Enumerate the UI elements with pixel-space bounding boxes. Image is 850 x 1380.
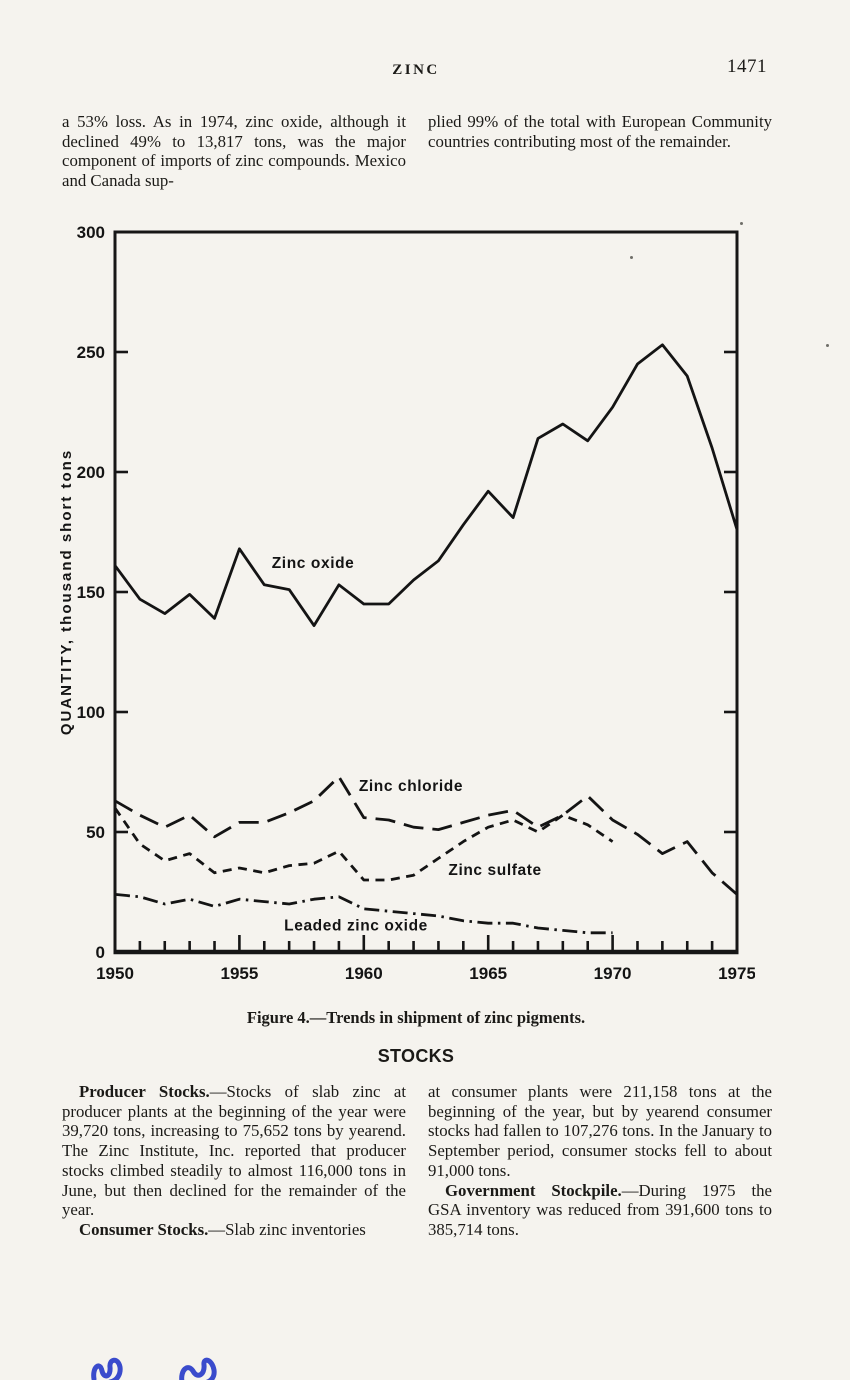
paragraph-government-stockpile: Government Stockpile.—During 1975 the GS…: [428, 1181, 772, 1240]
scan-speck: [740, 222, 743, 225]
paragraph-lead: Government Stockpile.: [445, 1180, 622, 1200]
stocks-column-right: at consumer plants were 211,158 tons at …: [428, 1082, 772, 1240]
y-tick-label: 150: [77, 583, 105, 602]
paragraph-lead: Producer Stocks.: [79, 1082, 210, 1101]
paragraph-producer-stocks: Producer Stocks.—Stocks of slab zinc at …: [62, 1082, 406, 1220]
x-tick-label: 1975: [718, 964, 755, 983]
section-heading-stocks: STOCKS: [377, 1046, 455, 1066]
series-line: [113, 343, 739, 627]
intro-paragraph-right: plied 99% of the total with European Com…: [428, 112, 772, 151]
series-label: Zinc oxide: [272, 555, 355, 572]
series-line: [113, 807, 614, 882]
y-tick-label: 50: [86, 823, 105, 842]
y-axis-title: QUANTITY, thousand short tons: [58, 449, 75, 735]
ink-marks: [91, 1357, 217, 1380]
paragraph-consumer-stocks: Consumer Stocks.—Slab zinc inventories: [62, 1220, 406, 1240]
ink-scribble: [91, 1357, 123, 1380]
intro-paragraph-left: a 53% loss. As in 1974, zinc oxide, alth…: [62, 112, 406, 191]
series-label: Zinc chloride: [359, 778, 463, 795]
y-tick-label: 0: [96, 943, 105, 962]
y-tick-label: 250: [77, 343, 105, 362]
figure-4: 0 50 100 150 200 250 300 1950 1955 1960 1965 1970 19…: [55, 210, 755, 1010]
x-tick-label: 1970: [594, 964, 632, 983]
y-tick-label: 300: [77, 223, 105, 242]
paragraph-text: —During 1975 the GSA inventory was reduc…: [428, 1180, 772, 1239]
y-tick-label: 100: [77, 703, 105, 722]
scan-speck: [630, 256, 633, 259]
paragraph-text: —Stocks of slab zinc at producer plants …: [62, 1082, 406, 1220]
scan-speck: [826, 344, 829, 347]
paragraph-text: —Slab zinc inventories: [208, 1219, 366, 1239]
x-tick-label: 1965: [469, 964, 507, 983]
page-number: 1471: [727, 56, 767, 77]
ink-scribble: [179, 1357, 217, 1380]
series-label: Zinc sulfate: [448, 862, 541, 879]
paragraph-consumer-stocks-continued: at consumer plants were 211,158 tons at …: [428, 1082, 772, 1181]
paragraph-lead: Consumer Stocks.: [79, 1219, 209, 1239]
plot-box: [113, 230, 739, 954]
running-title: ZINC: [392, 62, 440, 78]
paragraph-text: at consumer plants were 211,158 tons at …: [428, 1082, 772, 1180]
y-tick-label: 200: [77, 463, 105, 482]
x-tick-label: 1955: [220, 964, 258, 983]
series-label: Leaded zinc oxide: [284, 917, 428, 934]
figure-caption: Figure 4.—Trends in shipment of zinc pig…: [246, 1008, 586, 1027]
x-tick-label: 1960: [345, 964, 383, 983]
zinc-pigments-chart: 0 50 100 150 200 250 300 1950 1955 1960 1965 1970 19…: [58, 223, 755, 983]
x-tick-label: 1950: [96, 964, 134, 983]
stocks-column-left: Producer Stocks.—Stocks of slab zinc at …: [62, 1082, 406, 1240]
series-line: [114, 775, 738, 896]
